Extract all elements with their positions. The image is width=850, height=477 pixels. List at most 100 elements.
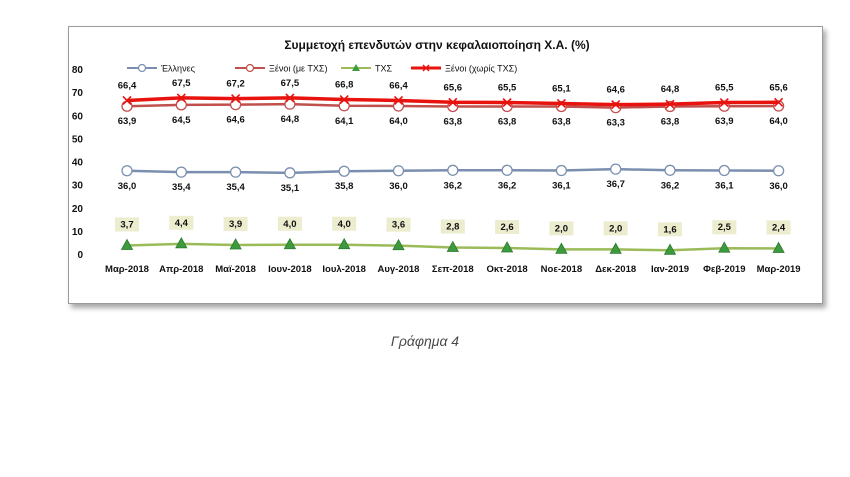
data-point	[718, 241, 731, 253]
data-point	[556, 98, 566, 109]
data-point	[338, 237, 351, 250]
data-label-box	[766, 220, 791, 235]
series-2: 3,7 4,4 3,9 4,0 4,0 3,6 2,8 2,6 2,0 2,0 1,6 2,5 2,4	[115, 215, 791, 255]
y-tick-label: 70	[72, 88, 84, 99]
data-point	[229, 238, 242, 250]
data-label: 36,0	[118, 181, 137, 192]
legend: Έλληνες Ξένοι (με ΤΧΣ) ΤΧΣ Ξένοι (χωρίς ΤΧΣ…	[127, 64, 517, 74]
data-label: 4,0	[338, 219, 351, 230]
data-label-box	[277, 216, 302, 231]
y-tick-label: 30	[72, 181, 84, 192]
y-tick-label: 60	[72, 111, 84, 122]
series-0: 36,0 35,4 35,4 35,1 35,8 36,0 36,2 36,2 36,1 36,7…	[118, 163, 788, 194]
data-label: 2,8	[446, 222, 459, 233]
data-label: 67,2	[226, 79, 245, 90]
legend-entry: ΤΧΣ	[341, 64, 393, 74]
y-tick-label: 10	[72, 227, 84, 238]
data-label: 2,4	[772, 222, 786, 233]
data-label: 3,9	[229, 219, 242, 230]
x-tick-label: Οκτ-2018	[486, 264, 527, 275]
data-point	[285, 93, 295, 103]
x-tick-label: Μαρ-2019	[757, 264, 801, 275]
data-point	[231, 94, 241, 104]
legend-marker	[422, 64, 430, 72]
data-point	[338, 165, 350, 177]
data-point	[718, 164, 730, 177]
data-label: 4,0	[283, 219, 296, 230]
data-label: 66,4	[118, 80, 137, 91]
data-label: 63,8	[661, 116, 680, 127]
data-label-box	[440, 219, 465, 234]
data-label: 36,0	[389, 181, 408, 192]
y-axis: 0 10 20 30 40 50 60 70 80	[72, 65, 84, 261]
data-label: 36,2	[498, 180, 516, 191]
series-layer: 36,0 35,4 35,4 35,1 35,8 36,0 36,2 36,2 36,1 36,7…	[115, 78, 791, 255]
x-tick-label: Σεπ-2018	[432, 264, 474, 275]
data-point	[665, 99, 675, 109]
data-point	[229, 166, 242, 178]
data-label-box	[223, 216, 248, 231]
data-point	[555, 242, 568, 254]
legend-marker	[352, 64, 360, 71]
data-point	[772, 241, 785, 253]
x-tick-label: Απρ-2018	[159, 264, 203, 275]
data-point	[502, 97, 512, 108]
data-label: 63,9	[118, 116, 137, 127]
data-label: 3,7	[120, 219, 133, 230]
x-tick-label: Ιουλ-2018	[322, 264, 366, 275]
y-tick-label: 80	[72, 65, 84, 76]
data-point	[774, 97, 784, 107]
data-label-box	[115, 217, 139, 232]
figure-caption: Γράφημα 4	[390, 333, 460, 349]
data-label-box	[169, 215, 194, 230]
data-point	[175, 166, 187, 178]
data-label: 65,5	[498, 83, 517, 94]
data-label: 65,6	[444, 82, 463, 93]
data-label-box	[658, 222, 682, 237]
data-point	[772, 165, 785, 177]
data-label: 67,5	[172, 78, 191, 89]
data-label: 63,8	[552, 116, 571, 127]
data-label: 3,6	[392, 220, 405, 231]
series-3: 66,4 67,5 67,2 67,5 66,8 66,4 65,6 65,5 65,1 64,6…	[118, 78, 788, 110]
chart-title: Συμμετοχή επενδυτών στην κεφαλαιοποίηση …	[284, 38, 589, 52]
data-label: 67,5	[281, 78, 300, 89]
data-point	[664, 164, 676, 176]
x-tick-label: Ιαν-2019	[651, 264, 689, 275]
data-label: 35,4	[172, 182, 191, 193]
data-label: 36,1	[552, 181, 571, 192]
legend-label: ΤΧΣ	[375, 64, 393, 74]
data-label: 35,8	[335, 181, 354, 192]
y-tick-label: 0	[77, 250, 83, 261]
data-point	[663, 243, 677, 255]
y-tick-label: 40	[72, 158, 84, 169]
data-point	[121, 100, 133, 112]
data-label: 36,2	[661, 180, 680, 191]
y-tick-label: 50	[72, 134, 84, 145]
data-label-box	[386, 217, 411, 232]
legend-label: Ξένοι (με ΤΧΣ)	[269, 64, 327, 74]
data-point	[121, 165, 133, 177]
data-point	[555, 164, 568, 177]
data-label: 36,1	[715, 181, 734, 192]
data-label: 36,0	[769, 181, 788, 192]
legend-marker	[137, 63, 147, 73]
data-label: 4,4	[175, 218, 189, 229]
data-label: 64,6	[606, 85, 625, 96]
data-label: 65,6	[769, 82, 788, 93]
legend-entry: Έλληνες	[127, 64, 196, 74]
legend-label: Έλληνες	[160, 64, 196, 74]
data-label: 66,4	[389, 80, 408, 91]
data-label: 66,8	[335, 80, 354, 91]
data-label: 63,3	[606, 118, 625, 129]
data-point	[609, 242, 622, 254]
legend-entry: Ξένοι (με ΤΧΣ)	[235, 64, 327, 74]
x-axis: Μαρ-2018 Απρ-2018 Μαϊ-2018 Ιουν-2018 Ιουλ-20…	[105, 264, 801, 275]
y-tick-label: 20	[72, 204, 84, 215]
data-label: 2,0	[555, 223, 568, 234]
data-label: 1,6	[663, 224, 676, 235]
data-point	[610, 163, 622, 175]
data-label-box	[495, 219, 520, 234]
data-point	[175, 236, 188, 249]
x-tick-label: Ιουν-2018	[268, 264, 312, 275]
